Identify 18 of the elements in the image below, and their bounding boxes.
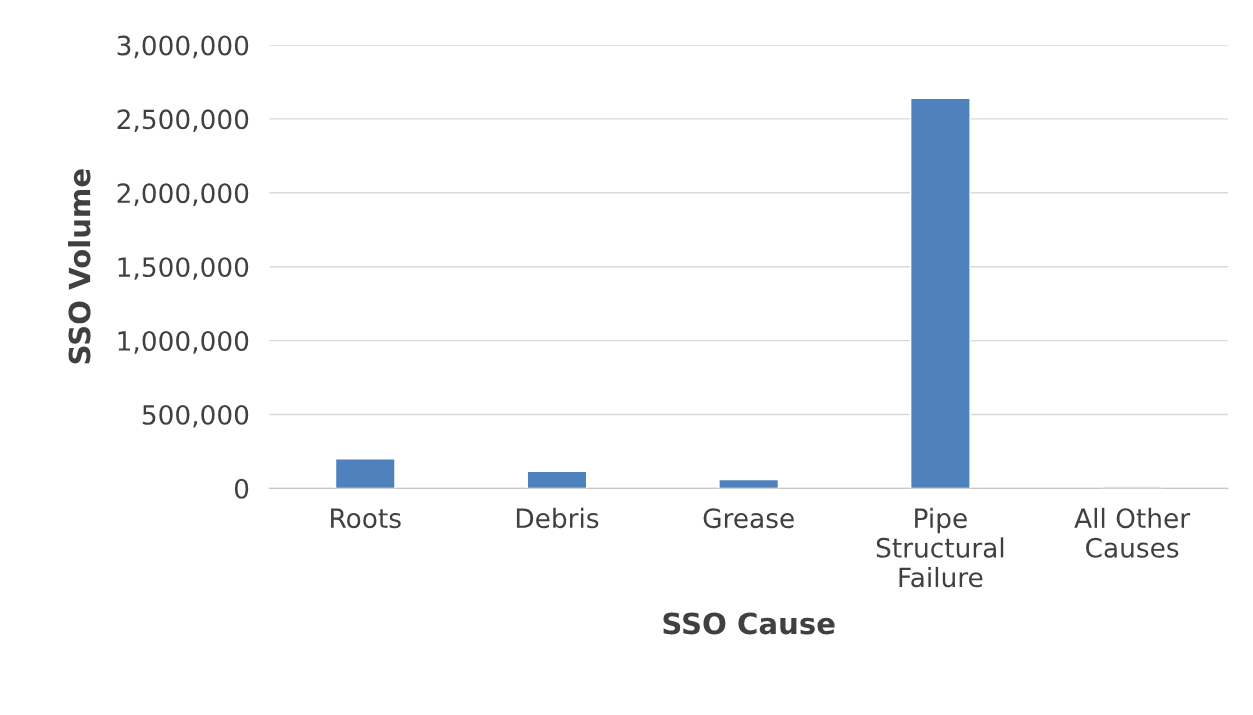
y-tick-label: 2,000,000 <box>117 183 249 206</box>
x-tick-label: Grease <box>703 508 794 529</box>
y-tick-label: 500,000 <box>142 404 249 428</box>
x-tick-label: Debris <box>516 507 599 529</box>
bar <box>526 470 588 489</box>
x-tick-label: Roots <box>331 508 401 529</box>
x-tick-label: Pipe Structural Failure <box>876 507 1004 588</box>
y-tick-label: 1,000,000 <box>118 331 249 354</box>
y-axis-title: SSO Volume <box>67 169 91 364</box>
x-tick-label: All Other Causes <box>1074 507 1191 558</box>
y-tick-label: 3,000,000 <box>117 35 249 59</box>
x-axis-title: SSO Cause <box>663 612 835 635</box>
bar <box>718 478 780 489</box>
bar <box>909 97 971 489</box>
y-tick-label: 1,500,000 <box>118 257 249 280</box>
y-tick-label: 2,500,000 <box>117 109 249 133</box>
bar <box>334 458 396 489</box>
y-tick-label: 0 <box>234 478 249 499</box>
